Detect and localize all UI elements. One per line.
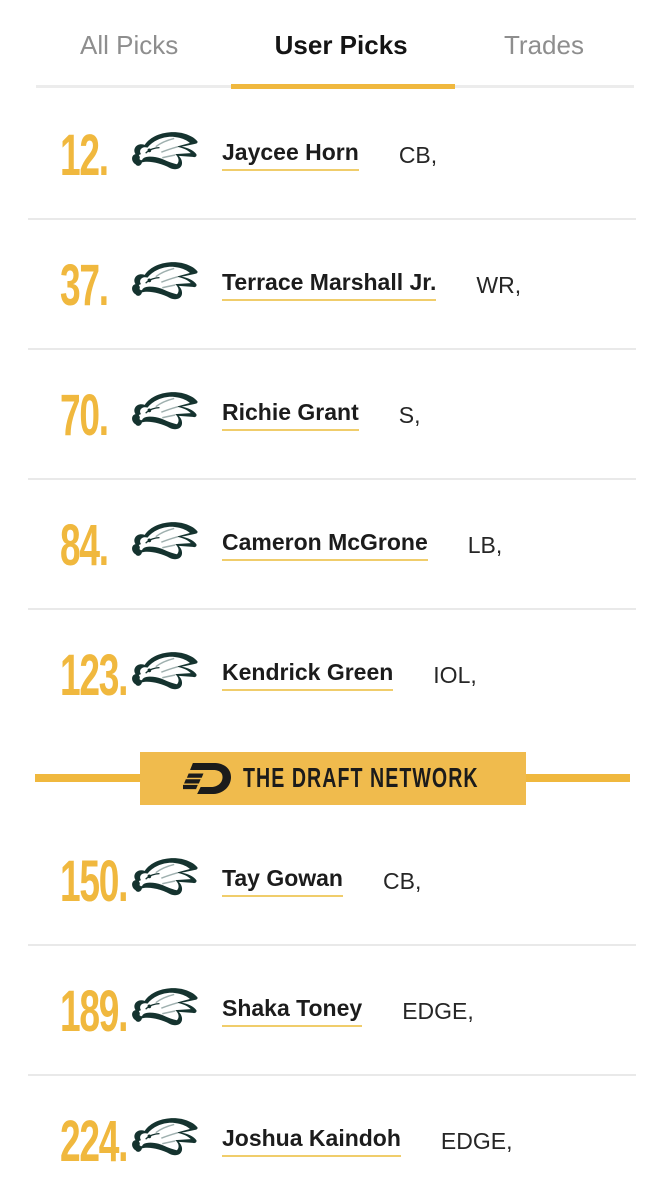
pick-number: 123.	[60, 642, 128, 708]
player-name-link[interactable]: Cameron McGrone	[222, 529, 428, 561]
pick-number-wrap: 84.	[60, 512, 130, 579]
pick-row: 12. Jaycee Horn CB,	[0, 90, 664, 220]
pick-number-wrap: 37.	[60, 252, 130, 319]
player-position: EDGE,	[440, 1127, 513, 1154]
pick-number: 150.	[60, 848, 128, 914]
pick-number-wrap: 150.	[60, 848, 130, 915]
pick-number-wrap: 189.	[60, 978, 130, 1045]
player-name-link[interactable]: Richie Grant	[222, 399, 359, 431]
player-position: CB,	[383, 867, 422, 894]
pick-number: 12.	[60, 122, 109, 188]
player-position: LB,	[467, 531, 503, 558]
player-name-link[interactable]: Shaka Toney	[222, 995, 363, 1027]
player-name-link[interactable]: Joshua Kaindoh	[222, 1125, 401, 1157]
player-position: IOL,	[433, 661, 477, 688]
tab-bar: All Picks User Picks Trades	[0, 0, 664, 90]
eagles-logo-icon	[130, 390, 200, 440]
pick-number: 37.	[60, 252, 109, 318]
tab-trades[interactable]: Trades	[504, 29, 584, 60]
tdn-logo-icon	[183, 762, 231, 795]
pick-row: 84. Cameron McGrone LB,	[0, 480, 664, 610]
pick-number: 84.	[60, 512, 109, 578]
eagles-logo-icon	[130, 650, 200, 700]
active-tab-indicator	[231, 84, 455, 89]
pick-number: 189.	[60, 978, 128, 1044]
player-position: CB,	[398, 141, 438, 168]
eagles-logo-icon	[130, 130, 200, 180]
player-position: S,	[398, 401, 421, 428]
player-name-link[interactable]: Jaycee Horn	[222, 139, 359, 171]
banner-label: THE DRAFT NETWORK	[243, 762, 479, 793]
pick-number-wrap: 12.	[60, 122, 130, 189]
eagles-logo-icon	[130, 856, 200, 906]
eagles-logo-icon	[130, 1116, 200, 1166]
pick-number: 70.	[60, 382, 109, 448]
draft-network-banner: THE DRAFT NETWORK	[140, 751, 526, 805]
player-position: EDGE,	[402, 997, 474, 1024]
pick-number-wrap: 123.	[60, 642, 130, 709]
player-name-link[interactable]: Tay Gowan	[222, 865, 343, 897]
eagles-logo-icon	[130, 986, 200, 1036]
player-name-link[interactable]: Terrace Marshall Jr.	[222, 269, 437, 301]
pick-row: 123. Kendrick Green IOL,	[0, 610, 664, 740]
tab-user-picks[interactable]: User Picks	[274, 29, 408, 60]
banner-left-bar	[35, 774, 140, 782]
pick-number-wrap: 224.	[60, 1108, 130, 1175]
pick-row: 70. Richie Grant S,	[0, 350, 664, 480]
banner-right-bar	[526, 774, 630, 782]
player-position: WR,	[476, 271, 522, 298]
pick-row: 37. Terrace Marshall Jr. WR,	[0, 220, 664, 350]
draft-network-banner-section: THE DRAFT NETWORK	[0, 740, 664, 816]
pick-number: 224.	[60, 1108, 128, 1174]
pick-row: 224. Joshua Kaindoh EDGE,	[0, 1076, 664, 1200]
pick-row: 189. Shaka Toney EDGE,	[0, 946, 664, 1076]
pick-row: 150. Tay Gowan CB,	[0, 816, 664, 946]
player-name-link[interactable]: Kendrick Green	[222, 659, 394, 691]
eagles-logo-icon	[130, 260, 200, 310]
eagles-logo-icon	[130, 520, 200, 570]
pick-number-wrap: 70.	[60, 382, 130, 449]
tab-all-picks[interactable]: All Picks	[80, 29, 179, 60]
